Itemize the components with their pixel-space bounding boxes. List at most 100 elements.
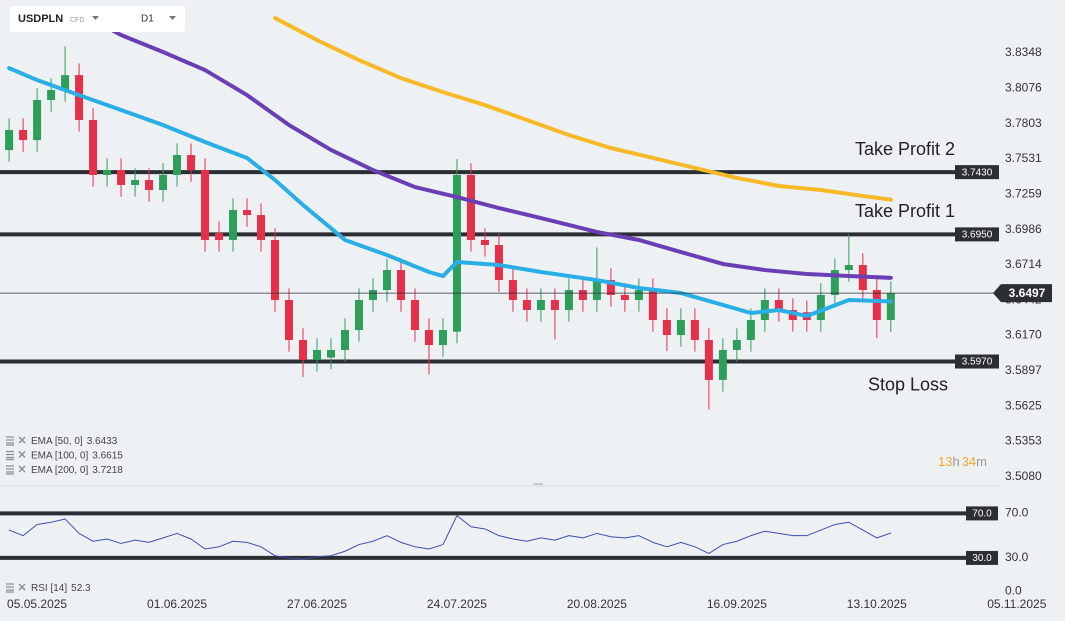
y-tick-label: 0.0 (1005, 583, 1022, 597)
candle-body (215, 233, 224, 240)
rsi-level-tag (966, 550, 998, 565)
y-tick-label: 3.5080 (1005, 469, 1042, 483)
x-tick-label: 24.07.2025 (427, 597, 487, 611)
y-tick-label: 3.5625 (1005, 398, 1042, 412)
candle-body (844, 265, 853, 271)
legend-value: 52.3 (71, 583, 91, 594)
candle-body (746, 320, 755, 340)
last-price-label: 3.6497 (1009, 286, 1046, 300)
legend-entry: EMA [100, 0] 3.6615 (31, 450, 123, 461)
candle-body (382, 270, 391, 291)
legend-name: RSI [14] (31, 583, 67, 594)
candle-body (606, 280, 615, 295)
candle-body (550, 300, 559, 311)
candle-body (522, 300, 531, 311)
ema-line (7, 66, 893, 318)
legend-remove (18, 436, 26, 444)
candle-body (704, 339, 713, 380)
candle-body (592, 280, 601, 301)
candle-body (830, 270, 839, 295)
legend-entry: EMA [200, 0] 3.7218 (31, 465, 123, 476)
ema-line (273, 16, 893, 202)
candle-body (872, 290, 881, 321)
x-tick-label: 20.08.2025 (567, 597, 627, 611)
legend-value: 3.6615 (92, 450, 123, 461)
candle-body (61, 75, 70, 91)
candle-body (634, 290, 643, 301)
candle-body (285, 300, 294, 340)
symbol-dropdown[interactable] (92, 16, 99, 20)
legend-entry: RSI [14] 52.3 (31, 583, 91, 594)
x-tick-label: 13.10.2025 (847, 597, 907, 611)
candle-body (313, 349, 322, 360)
legend-remove (18, 583, 26, 591)
ema-line (91, 18, 893, 280)
candle-body (690, 320, 699, 340)
candle-body (131, 180, 140, 185)
timer-hours-unit: h (952, 454, 959, 469)
level-tag (955, 354, 999, 369)
last-price-tag (993, 284, 1052, 303)
candle-body (33, 100, 42, 141)
candle-body (774, 300, 783, 311)
candle-body (662, 320, 671, 336)
candle-body (718, 349, 727, 380)
symbol[interactable]: USDPLN (18, 13, 63, 25)
legend-name: EMA [100, 0] (31, 450, 88, 461)
candle-body (494, 245, 503, 281)
legend-name: EMA [50, 0] (31, 436, 83, 447)
x-tick-label: 01.06.2025 (147, 597, 207, 611)
y-tick-label: 3.7531 (1005, 151, 1042, 165)
level-tag (955, 165, 999, 180)
candle-body (466, 174, 475, 240)
candle-body (159, 174, 168, 191)
level-tag-label: 3.6950 (962, 230, 993, 241)
candle-body (271, 239, 280, 301)
candle-body (257, 215, 266, 240)
y-tick-label: 3.6170 (1005, 328, 1042, 342)
x-tick-label: 16.09.2025 (707, 597, 767, 611)
candle-body (886, 293, 895, 321)
candle-body (299, 339, 308, 360)
candle-body (187, 155, 196, 171)
legend-remove (18, 450, 26, 459)
rsi-pane (0, 511, 966, 560)
rsi-line (8, 515, 892, 560)
candle-body (327, 349, 336, 358)
legend-icon (6, 465, 14, 475)
timer-hours: 13 (938, 454, 952, 469)
level-tag (955, 227, 999, 242)
level-annotation: Take Profit 2 (855, 139, 955, 159)
x-tick-label: 27.06.2025 (287, 597, 347, 611)
candle-body (438, 329, 447, 346)
candle-body (368, 290, 377, 301)
y-tick-label: 3.7803 (1005, 116, 1042, 130)
legend-icon (6, 436, 14, 446)
level-annotation: Stop Loss (868, 374, 948, 394)
candle-body (201, 170, 210, 240)
y-tick-label: 3.7259 (1005, 186, 1042, 200)
y-tick-label: 3.8348 (1005, 45, 1042, 59)
legend-value: 3.6433 (87, 436, 118, 447)
timeframe[interactable]: D1 (141, 14, 154, 25)
candle-body (620, 294, 629, 301)
timeframe-dropdown[interactable] (169, 16, 176, 20)
y-tick-label: 3.5353 (1005, 434, 1042, 448)
x-tick-label: 05.11.2025 (987, 597, 1046, 611)
x-tick-label: 05.05.2025 (7, 597, 67, 611)
candle-body (564, 290, 573, 311)
candle-body (19, 129, 28, 141)
candle-body (173, 155, 182, 175)
candle-body (424, 329, 433, 346)
toolbar (10, 6, 185, 32)
rsi-level-tag (966, 506, 998, 521)
candle-body (578, 290, 587, 301)
candle-body (480, 239, 489, 246)
rsi-level-tag-label: 70.0 (972, 509, 992, 520)
candle-body (648, 290, 657, 321)
legend-remove (18, 465, 26, 473)
candle-body (89, 119, 98, 175)
candle-timer: 13h 34m (938, 454, 987, 469)
